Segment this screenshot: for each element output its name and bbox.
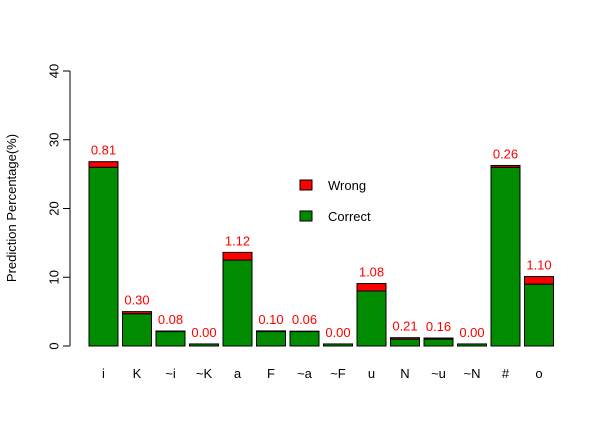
y-tick-label: 40 (47, 64, 62, 78)
wrong-value-label: 0.06 (292, 312, 317, 327)
bar-correct-8 (356, 290, 387, 347)
x-category-label: o (535, 366, 542, 381)
bar-wrong-13 (524, 276, 554, 285)
y-axis: 0 10 20 30 40 (47, 64, 71, 350)
bar-correct-7 (323, 343, 353, 347)
wrong-value-label: 0.00 (191, 325, 216, 340)
x-category-label: ~i (165, 366, 176, 381)
wrong-value-label: 0.30 (124, 293, 149, 308)
wrong-value-label: 0.26 (493, 146, 518, 161)
bar-correct-2 (155, 331, 186, 347)
bar-wrong-9 (390, 337, 420, 340)
x-category-label: i (102, 366, 105, 381)
y-tick-label: 10 (47, 270, 62, 284)
x-category-label: F (267, 366, 275, 381)
y-tick-label: 0 (47, 342, 62, 349)
x-category-label: ~N (464, 366, 481, 381)
wrong-value-label: 0.00 (459, 325, 484, 340)
y-axis-title: Prediction Percentage(%) (4, 134, 19, 282)
bar-correct-9 (390, 338, 420, 347)
legend-label-correct: Correct (328, 209, 371, 224)
wrong-value-label: 0.21 (392, 319, 417, 334)
bar-wrong-10 (423, 337, 454, 340)
x-category-label: # (502, 366, 510, 381)
wrong-value-label: 0.00 (325, 325, 350, 340)
bar-correct-11 (457, 343, 487, 347)
bar-wrong-8 (356, 283, 387, 292)
bar-correct-3 (189, 343, 219, 347)
x-category-label: K (133, 366, 142, 381)
legend: Wrong Correct (299, 178, 371, 224)
wrong-value-label: 1.10 (526, 258, 551, 273)
x-category-label: ~F (330, 366, 346, 381)
bar-correct-12 (490, 166, 521, 347)
bar-correct-5 (256, 331, 286, 347)
x-category-label: ~u (431, 366, 446, 381)
bar-correct-1 (122, 313, 152, 347)
bar-wrong-1 (122, 311, 152, 315)
bars (88, 161, 554, 347)
wrong-value-label: 0.81 (91, 143, 116, 158)
x-axis-categories: i K ~i ~K a F ~a ~F u N ~u ~N # o (102, 366, 543, 381)
y-tick-label: 30 (47, 133, 62, 147)
bar-wrong-5 (256, 330, 286, 333)
bar-correct-6 (289, 331, 320, 347)
wrong-value-label: 1.12 (225, 233, 250, 248)
wrong-value-labels: 0.81 0.30 0.08 0.00 1.12 0.10 0.06 0.00 1.08 0.21… (91, 143, 552, 340)
bar-correct-10 (423, 338, 454, 347)
bar-wrong-12 (490, 164, 521, 168)
bar-wrong-4 (222, 251, 253, 261)
bar-correct-4 (222, 259, 253, 347)
bar-correct-13 (524, 283, 554, 347)
bar-correct-0 (88, 166, 119, 347)
wrong-value-label: 1.08 (359, 265, 384, 280)
legend-swatch-wrong (299, 179, 313, 191)
bar-wrong-2 (155, 330, 186, 333)
legend-label-wrong: Wrong (328, 178, 366, 193)
y-tick-label: 20 (47, 201, 62, 215)
x-category-label: ~K (196, 366, 213, 381)
bar-wrong-0 (88, 161, 119, 168)
wrong-value-label: 0.16 (426, 319, 451, 334)
x-category-label: a (234, 366, 242, 381)
wrong-value-label: 0.08 (158, 312, 183, 327)
wrong-value-label: 0.10 (258, 312, 283, 327)
x-category-label: ~a (297, 366, 313, 381)
x-category-label: N (400, 366, 409, 381)
x-category-label: u (368, 366, 375, 381)
legend-swatch-correct (299, 210, 313, 222)
